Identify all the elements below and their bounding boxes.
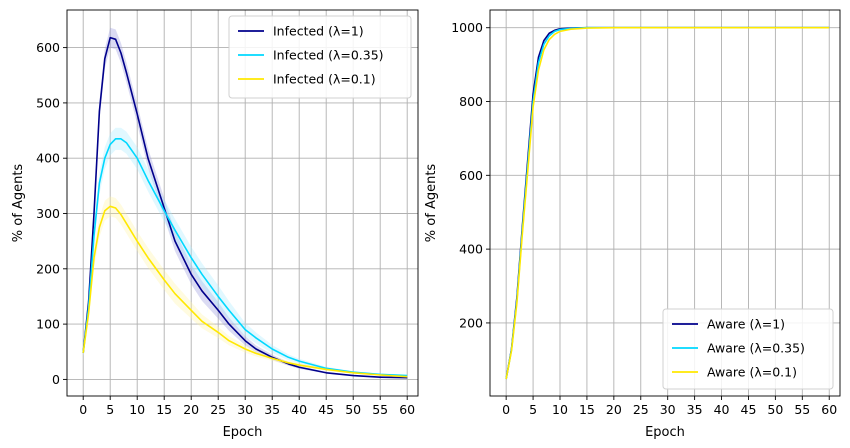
y-tick-label: 400 (36, 151, 60, 166)
legend: Aware (λ=1) Aware (λ=0.35) Aware (λ=0.1) (662, 308, 834, 390)
x-tick-label: 40 (291, 402, 307, 417)
legend-label-2: Aware (λ=0.35) (707, 341, 805, 356)
y-axis-label: % of Agents (11, 164, 26, 243)
legend-label-2: Infected (λ=0.35) (273, 48, 384, 63)
x-tick-label: 15 (579, 402, 595, 417)
y-tick-label: 600 (36, 40, 60, 55)
x-axis-label: Epoch (645, 425, 685, 440)
y-tick-label: 100 (36, 317, 60, 332)
x-tick-label: 55 (794, 402, 810, 417)
x-tick-label: 25 (210, 402, 226, 417)
x-tick-label: 30 (237, 402, 253, 417)
plot-data (505, 26, 830, 380)
x-tick-label: 40 (714, 402, 730, 417)
y-axis-label: % of Agents (424, 164, 439, 243)
x-tick-label: 45 (318, 402, 334, 417)
x-tick-label: 5 (106, 402, 114, 417)
y-tick-label: 200 (36, 261, 60, 276)
x-tick-label: 25 (633, 402, 649, 417)
legend-label-1: Aware (λ=1) (707, 317, 785, 332)
y-tick-label: 200 (459, 315, 483, 330)
x-tick-label: 60 (821, 402, 837, 417)
y-tick-label: 400 (459, 242, 483, 257)
y-tick-label: 500 (36, 95, 60, 110)
series-line-2 (82, 138, 408, 377)
x-tick-label: 55 (372, 402, 388, 417)
legend-box (228, 15, 412, 99)
x-tick-label: 35 (687, 402, 703, 417)
x-tick-label: 35 (264, 402, 280, 417)
legend: Infected (λ=1) Infected (λ=0.35) Infected … (228, 15, 412, 99)
x-tick-label: 50 (767, 402, 783, 417)
legend-label-1: Infected (λ=1) (273, 24, 364, 39)
y-tick-label: 0 (52, 372, 60, 387)
x-tick-label: 10 (552, 402, 568, 417)
x-tick-label: 45 (741, 402, 757, 417)
chart-panel-1: 0 5 10 15 20 25 30 35 40 45 50 55 600100200300400500… (11, 9, 419, 440)
x-axis-label: Epoch (223, 425, 263, 440)
series-line-1 (82, 36, 408, 379)
x-tick-label: 20 (606, 402, 622, 417)
legend-label-3: Aware (λ=0.1) (707, 365, 797, 380)
chart-panel-2: 0 5 10 15 20 25 30 35 40 45 50 55 60 200 400 600 800 1000… (424, 9, 841, 440)
series-band-2 (83, 127, 408, 377)
series-line-3 (82, 205, 408, 378)
x-tick-label: 10 (129, 402, 145, 417)
x-tick-label: 5 (529, 402, 537, 417)
x-tick-label: 20 (183, 402, 199, 417)
series-line-3 (505, 26, 830, 380)
y-tick-label: 800 (459, 94, 483, 109)
legend-label-3: Infected (λ=0.1) (273, 72, 376, 87)
x-tick-label: 60 (399, 402, 415, 417)
x-tick-label: 0 (79, 402, 87, 417)
y-tick-label: 600 (459, 168, 483, 183)
legend-box (662, 308, 834, 390)
y-tick-label: 300 (36, 206, 60, 221)
plot-frame (489, 9, 841, 397)
x-tick-label: 50 (345, 402, 361, 417)
x-tick-label: 15 (156, 402, 172, 417)
y-tick-label: 1000 (451, 20, 483, 35)
x-tick-label: 30 (660, 402, 676, 417)
x-tick-label: 0 (502, 402, 510, 417)
plot-data (82, 27, 408, 379)
plot-frame (66, 9, 419, 397)
series-band-3 (83, 196, 408, 377)
